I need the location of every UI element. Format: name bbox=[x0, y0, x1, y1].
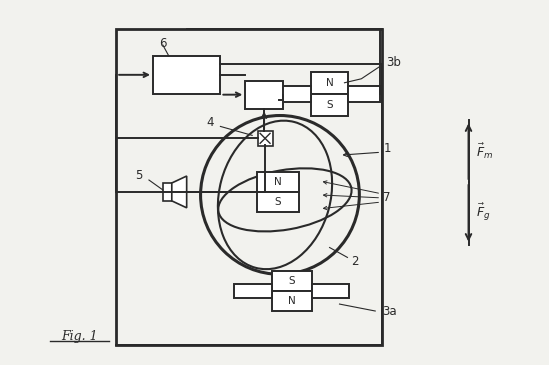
Bar bbox=[153, 56, 220, 94]
Bar bbox=[258, 131, 273, 146]
Text: 5: 5 bbox=[136, 169, 143, 181]
Text: 7: 7 bbox=[383, 191, 391, 204]
Text: 2: 2 bbox=[351, 255, 358, 268]
Text: $\vec{F}_m$: $\vec{F}_m$ bbox=[477, 142, 494, 161]
Text: 1: 1 bbox=[383, 142, 391, 155]
Bar bbox=[349, 86, 380, 101]
Bar bbox=[312, 284, 349, 298]
Bar bbox=[257, 192, 299, 212]
Text: $\vec{F}_g$: $\vec{F}_g$ bbox=[477, 202, 491, 223]
Bar bbox=[234, 284, 272, 298]
Text: N: N bbox=[326, 78, 333, 88]
Text: 3b: 3b bbox=[386, 57, 401, 69]
Text: N: N bbox=[288, 296, 296, 306]
Text: 6: 6 bbox=[159, 36, 166, 50]
Text: S: S bbox=[326, 100, 333, 110]
Bar bbox=[279, 86, 311, 101]
Text: N: N bbox=[274, 177, 282, 187]
Text: Fig. 1: Fig. 1 bbox=[61, 330, 98, 343]
Text: S: S bbox=[274, 197, 281, 207]
Polygon shape bbox=[172, 176, 187, 208]
Bar bbox=[163, 183, 172, 201]
Bar bbox=[116, 29, 382, 345]
Bar bbox=[311, 72, 349, 94]
Bar bbox=[311, 94, 349, 115]
Bar bbox=[257, 172, 299, 192]
Bar bbox=[272, 271, 312, 291]
Bar bbox=[272, 291, 312, 311]
Text: 4: 4 bbox=[207, 116, 214, 129]
Bar bbox=[245, 81, 283, 108]
Text: 3a: 3a bbox=[382, 304, 396, 318]
Text: S: S bbox=[289, 276, 295, 286]
